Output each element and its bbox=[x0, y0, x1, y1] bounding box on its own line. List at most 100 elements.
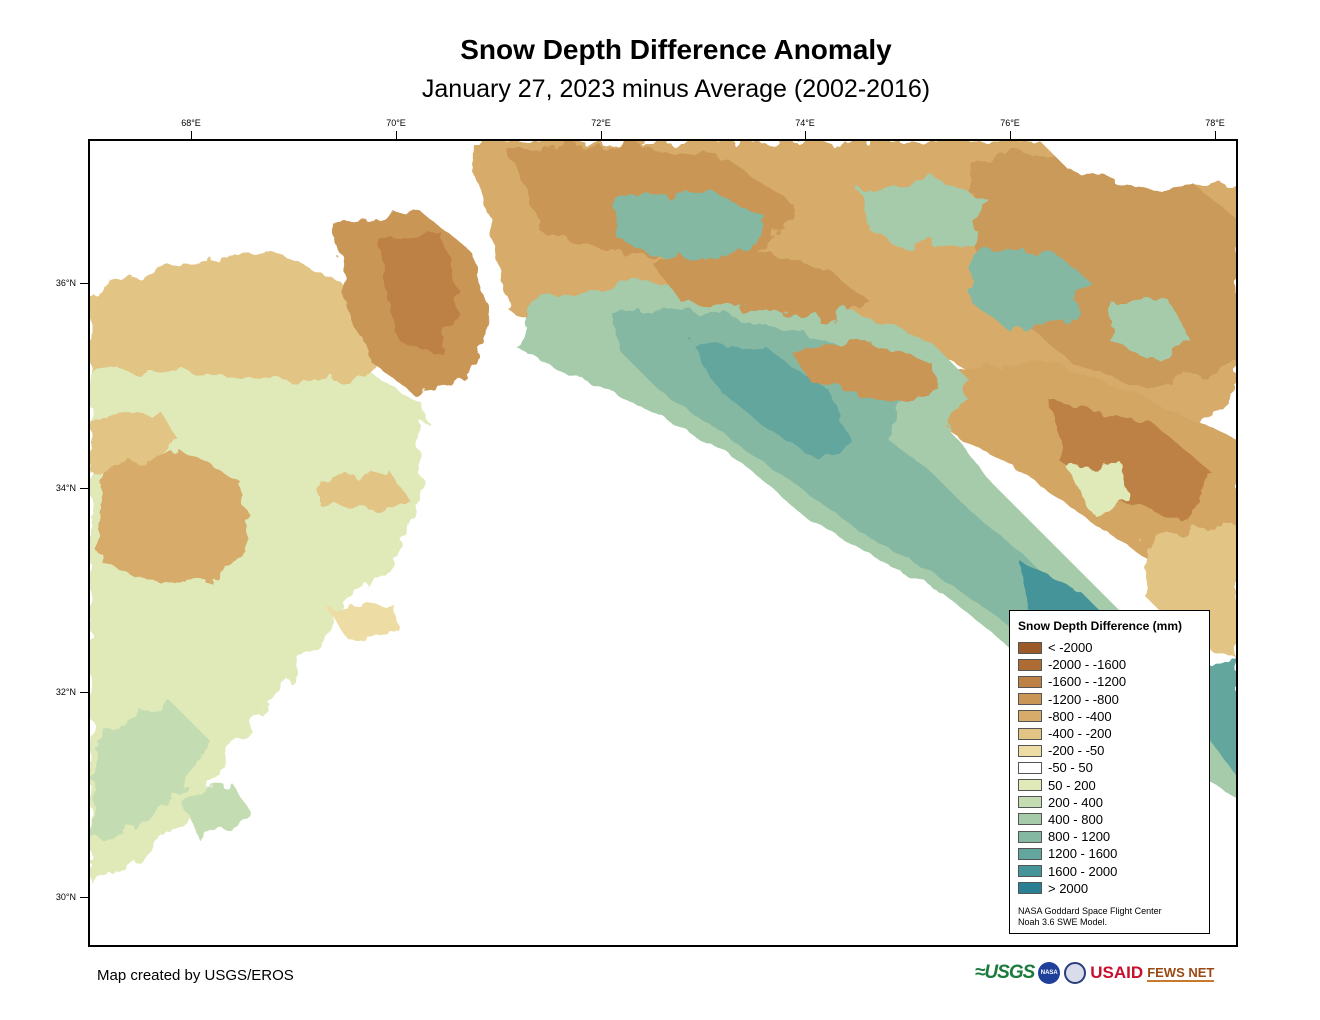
legend-swatch bbox=[1018, 744, 1042, 757]
map-frame bbox=[88, 139, 1238, 947]
legend-label: 800 - 1200 bbox=[1048, 829, 1111, 845]
legend-label: -50 - 50 bbox=[1048, 760, 1093, 776]
region-teal-ne-core bbox=[970, 251, 1090, 331]
legend-swatch bbox=[1018, 761, 1042, 774]
lat-tick bbox=[80, 897, 88, 898]
legend-swatch bbox=[1018, 710, 1042, 723]
lon-label-78: 78°E bbox=[1205, 118, 1225, 128]
legend-swatch bbox=[1018, 641, 1042, 654]
legend-label: -2000 - -1600 bbox=[1048, 657, 1127, 673]
fews-net-logo: FEWS NET bbox=[1147, 964, 1215, 982]
legend-swatch bbox=[1018, 830, 1042, 843]
lon-label-72: 72°E bbox=[591, 118, 611, 128]
legend-rows: < -2000 -2000 - -1600 -1600 - -1200 -1200 -… bbox=[1018, 639, 1209, 897]
lon-tick bbox=[1215, 131, 1216, 139]
legend-label: > 2000 bbox=[1048, 880, 1089, 896]
legend-row: 800 - 1200 bbox=[1018, 828, 1209, 845]
lon-label-70: 70°E bbox=[386, 118, 406, 128]
legend-row: 50 - 200 bbox=[1018, 777, 1209, 794]
legend-row: 200 - 400 bbox=[1018, 794, 1209, 811]
legend-label: 1600 - 2000 bbox=[1048, 863, 1118, 879]
region-green-fleck-s bbox=[180, 781, 250, 841]
usaid-logo: USAID bbox=[1090, 963, 1144, 982]
region-white-north-edge bbox=[1040, 141, 1236, 191]
lat-tick bbox=[80, 692, 88, 693]
map-subtitle: January 27, 2023 minus Average (2002-201… bbox=[421, 75, 931, 103]
legend-label: < -2000 bbox=[1048, 640, 1093, 656]
legend-label: -1600 - -1200 bbox=[1048, 674, 1127, 690]
legend-row: -1600 - -1200 bbox=[1018, 673, 1209, 690]
region-teal-ne-small bbox=[1110, 301, 1190, 361]
lon-label-74: 74°E bbox=[795, 118, 815, 128]
snow-anomaly-raster bbox=[90, 141, 1236, 945]
usgs-logo: ≈USGS bbox=[975, 962, 1035, 983]
legend-label: -1200 - -800 bbox=[1048, 691, 1119, 707]
legend-credit: NASA Goddard Space Flight Center Noah 3.… bbox=[1018, 906, 1209, 928]
region-teal-north-east bbox=[860, 181, 990, 251]
legend-swatch bbox=[1018, 658, 1042, 671]
legend-row: > 2000 bbox=[1018, 880, 1209, 897]
region-tan-west-edge bbox=[90, 411, 180, 471]
lat-tick bbox=[80, 488, 88, 489]
region-teal-core bbox=[690, 341, 850, 461]
lon-tick bbox=[601, 131, 602, 139]
legend-swatch bbox=[1018, 813, 1042, 826]
lat-label-36: 36°N bbox=[55, 278, 76, 288]
region-green-fleck-sw bbox=[100, 651, 180, 721]
seal-logo bbox=[1064, 962, 1087, 984]
legend-row: -800 - -400 bbox=[1018, 708, 1209, 725]
legend-credit-line-1: NASA Goddard Space Flight Center bbox=[1018, 905, 1162, 916]
region-brown-core-e bbox=[1050, 401, 1210, 521]
region-plains-white bbox=[291, 391, 1120, 945]
legend-row: -200 - -50 bbox=[1018, 742, 1209, 759]
region-lightgreen-east bbox=[1070, 461, 1130, 511]
legend-swatch bbox=[1018, 727, 1042, 740]
legend-label: -800 - -400 bbox=[1048, 708, 1112, 724]
legend-row: -1200 - -800 bbox=[1018, 691, 1209, 708]
legend-row: -2000 - -1600 bbox=[1018, 656, 1209, 673]
nasa-logo: NASA bbox=[1038, 962, 1061, 984]
legend-swatch bbox=[1018, 779, 1042, 792]
region-light-green-lowlands bbox=[90, 701, 210, 841]
region-tan-west bbox=[100, 451, 250, 581]
footer-credit: Map created by USGS/EROS bbox=[97, 967, 294, 984]
region-tan-small bbox=[320, 471, 410, 511]
lon-tick bbox=[396, 131, 397, 139]
legend-label: 1200 - 1600 bbox=[1048, 846, 1118, 862]
legend-row: 400 - 800 bbox=[1018, 811, 1209, 828]
lon-label-76: 76°E bbox=[1000, 118, 1020, 128]
region-brown-mid-ridge bbox=[650, 251, 870, 321]
map-title: Snow Depth Difference Anomaly bbox=[460, 34, 892, 65]
legend-row: 1600 - 2000 bbox=[1018, 862, 1209, 879]
lon-tick bbox=[191, 131, 192, 139]
lon-tick bbox=[805, 131, 806, 139]
legend-label: -400 - -200 bbox=[1048, 726, 1112, 742]
legend-swatch bbox=[1018, 796, 1042, 809]
region-tan-fleck-s bbox=[330, 601, 400, 641]
region-brown-core-nw bbox=[380, 231, 460, 351]
legend-title: Snow Depth Difference (mm) bbox=[1018, 619, 1183, 633]
legend-swatch bbox=[1018, 675, 1042, 688]
lat-label-32: 32°N bbox=[55, 687, 76, 697]
region-brown-mid-east bbox=[790, 341, 940, 401]
lat-tick bbox=[80, 283, 88, 284]
legend-row: 1200 - 1600 bbox=[1018, 845, 1209, 862]
legend: Snow Depth Difference (mm) < -2000 -2000 … bbox=[1009, 610, 1210, 934]
legend-swatch bbox=[1018, 882, 1042, 895]
legend-label: -200 - -50 bbox=[1048, 743, 1105, 759]
region-white-nw bbox=[90, 141, 410, 251]
legend-credit-line-2: Noah 3.6 SWE Model. bbox=[1018, 916, 1108, 927]
partner-logos: ≈USGS NASA USAID FEWS NET bbox=[975, 962, 1215, 984]
lon-tick bbox=[1010, 131, 1011, 139]
legend-row: -50 - 50 bbox=[1018, 759, 1209, 776]
region-teal-north bbox=[610, 191, 770, 261]
legend-row: -400 - -200 bbox=[1018, 725, 1209, 742]
region-tan-far-east bbox=[1140, 521, 1236, 660]
legend-swatch bbox=[1018, 847, 1042, 860]
lat-label-30: 30°N bbox=[55, 892, 76, 902]
legend-swatch bbox=[1018, 693, 1042, 706]
region-tan-northwest bbox=[90, 251, 390, 381]
legend-swatch bbox=[1018, 865, 1042, 878]
lat-label-34: 34°N bbox=[55, 483, 76, 493]
legend-label: 50 - 200 bbox=[1048, 777, 1096, 793]
